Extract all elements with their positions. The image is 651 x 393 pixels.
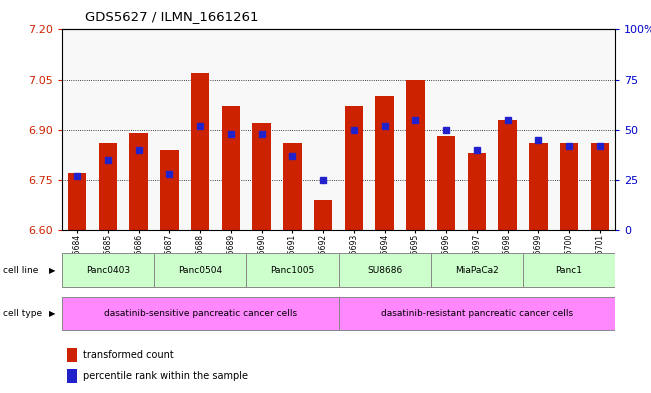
Bar — [314, 200, 333, 230]
Bar — [253, 123, 271, 230]
Bar — [283, 143, 301, 230]
Bar — [376, 96, 394, 230]
Bar — [246, 253, 339, 287]
Text: GDS5627 / ILMN_1661261: GDS5627 / ILMN_1661261 — [85, 10, 258, 23]
Bar — [154, 253, 246, 287]
Text: ▶: ▶ — [49, 309, 55, 318]
Text: Panc1005: Panc1005 — [270, 266, 314, 275]
Bar — [467, 153, 486, 230]
Bar — [406, 79, 424, 230]
Text: Panc0403: Panc0403 — [86, 266, 130, 275]
Text: dasatinib-sensitive pancreatic cancer cells: dasatinib-sensitive pancreatic cancer ce… — [104, 309, 297, 318]
Text: ▶: ▶ — [49, 266, 55, 275]
Bar — [339, 297, 615, 330]
Bar — [130, 133, 148, 230]
Bar — [344, 106, 363, 230]
Bar — [560, 143, 578, 230]
Bar — [68, 369, 77, 384]
Bar — [499, 119, 517, 230]
Bar — [160, 150, 178, 230]
Text: Panc0504: Panc0504 — [178, 266, 222, 275]
Text: Panc1: Panc1 — [555, 266, 583, 275]
Text: cell type: cell type — [3, 309, 42, 318]
Text: transformed count: transformed count — [83, 350, 174, 360]
Bar — [437, 136, 455, 230]
Bar — [99, 143, 117, 230]
Bar — [529, 143, 547, 230]
Bar — [523, 253, 615, 287]
Text: cell line: cell line — [3, 266, 38, 275]
Bar — [68, 173, 87, 230]
Bar — [339, 253, 431, 287]
Text: percentile rank within the sample: percentile rank within the sample — [83, 371, 248, 381]
Bar — [431, 253, 523, 287]
Bar — [222, 106, 240, 230]
Bar — [62, 297, 339, 330]
Text: MiaPaCa2: MiaPaCa2 — [455, 266, 499, 275]
Bar — [62, 253, 154, 287]
Bar — [68, 347, 77, 362]
Bar — [590, 143, 609, 230]
Text: dasatinib-resistant pancreatic cancer cells: dasatinib-resistant pancreatic cancer ce… — [381, 309, 573, 318]
Text: SU8686: SU8686 — [367, 266, 402, 275]
Bar — [191, 73, 210, 230]
